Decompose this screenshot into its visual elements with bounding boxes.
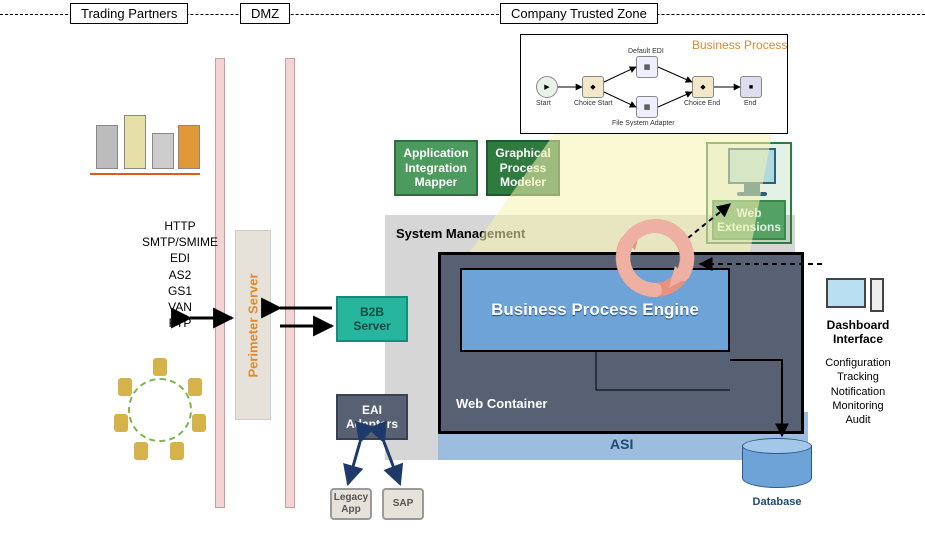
zone-dmz: DMZ [240,3,290,24]
spotlight-cone [0,0,925,543]
zone-company: Company Trusted Zone [500,3,658,24]
zone-trading-partners: Trading Partners [70,3,188,24]
refresh-icon [615,218,695,298]
